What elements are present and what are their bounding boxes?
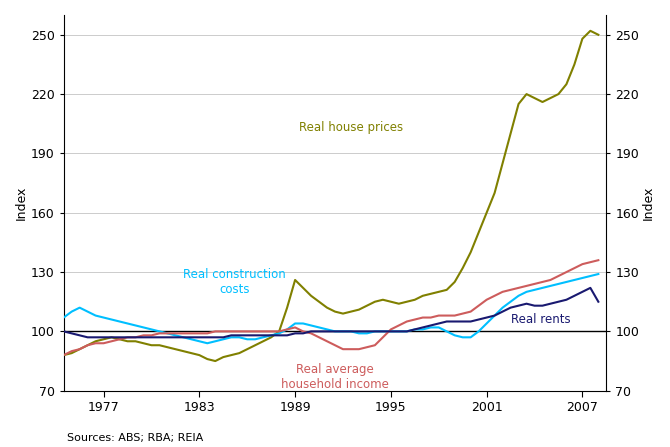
Text: Real rents: Real rents	[511, 313, 570, 326]
Text: Real average
household income: Real average household income	[281, 363, 389, 391]
Text: Real house prices: Real house prices	[299, 121, 403, 134]
Text: Real construction
costs: Real construction costs	[183, 268, 286, 296]
Text: Sources: ABS; RBA; REIA: Sources: ABS; RBA; REIA	[67, 433, 203, 443]
Y-axis label: Index: Index	[15, 186, 28, 220]
Y-axis label: Index: Index	[642, 186, 655, 220]
